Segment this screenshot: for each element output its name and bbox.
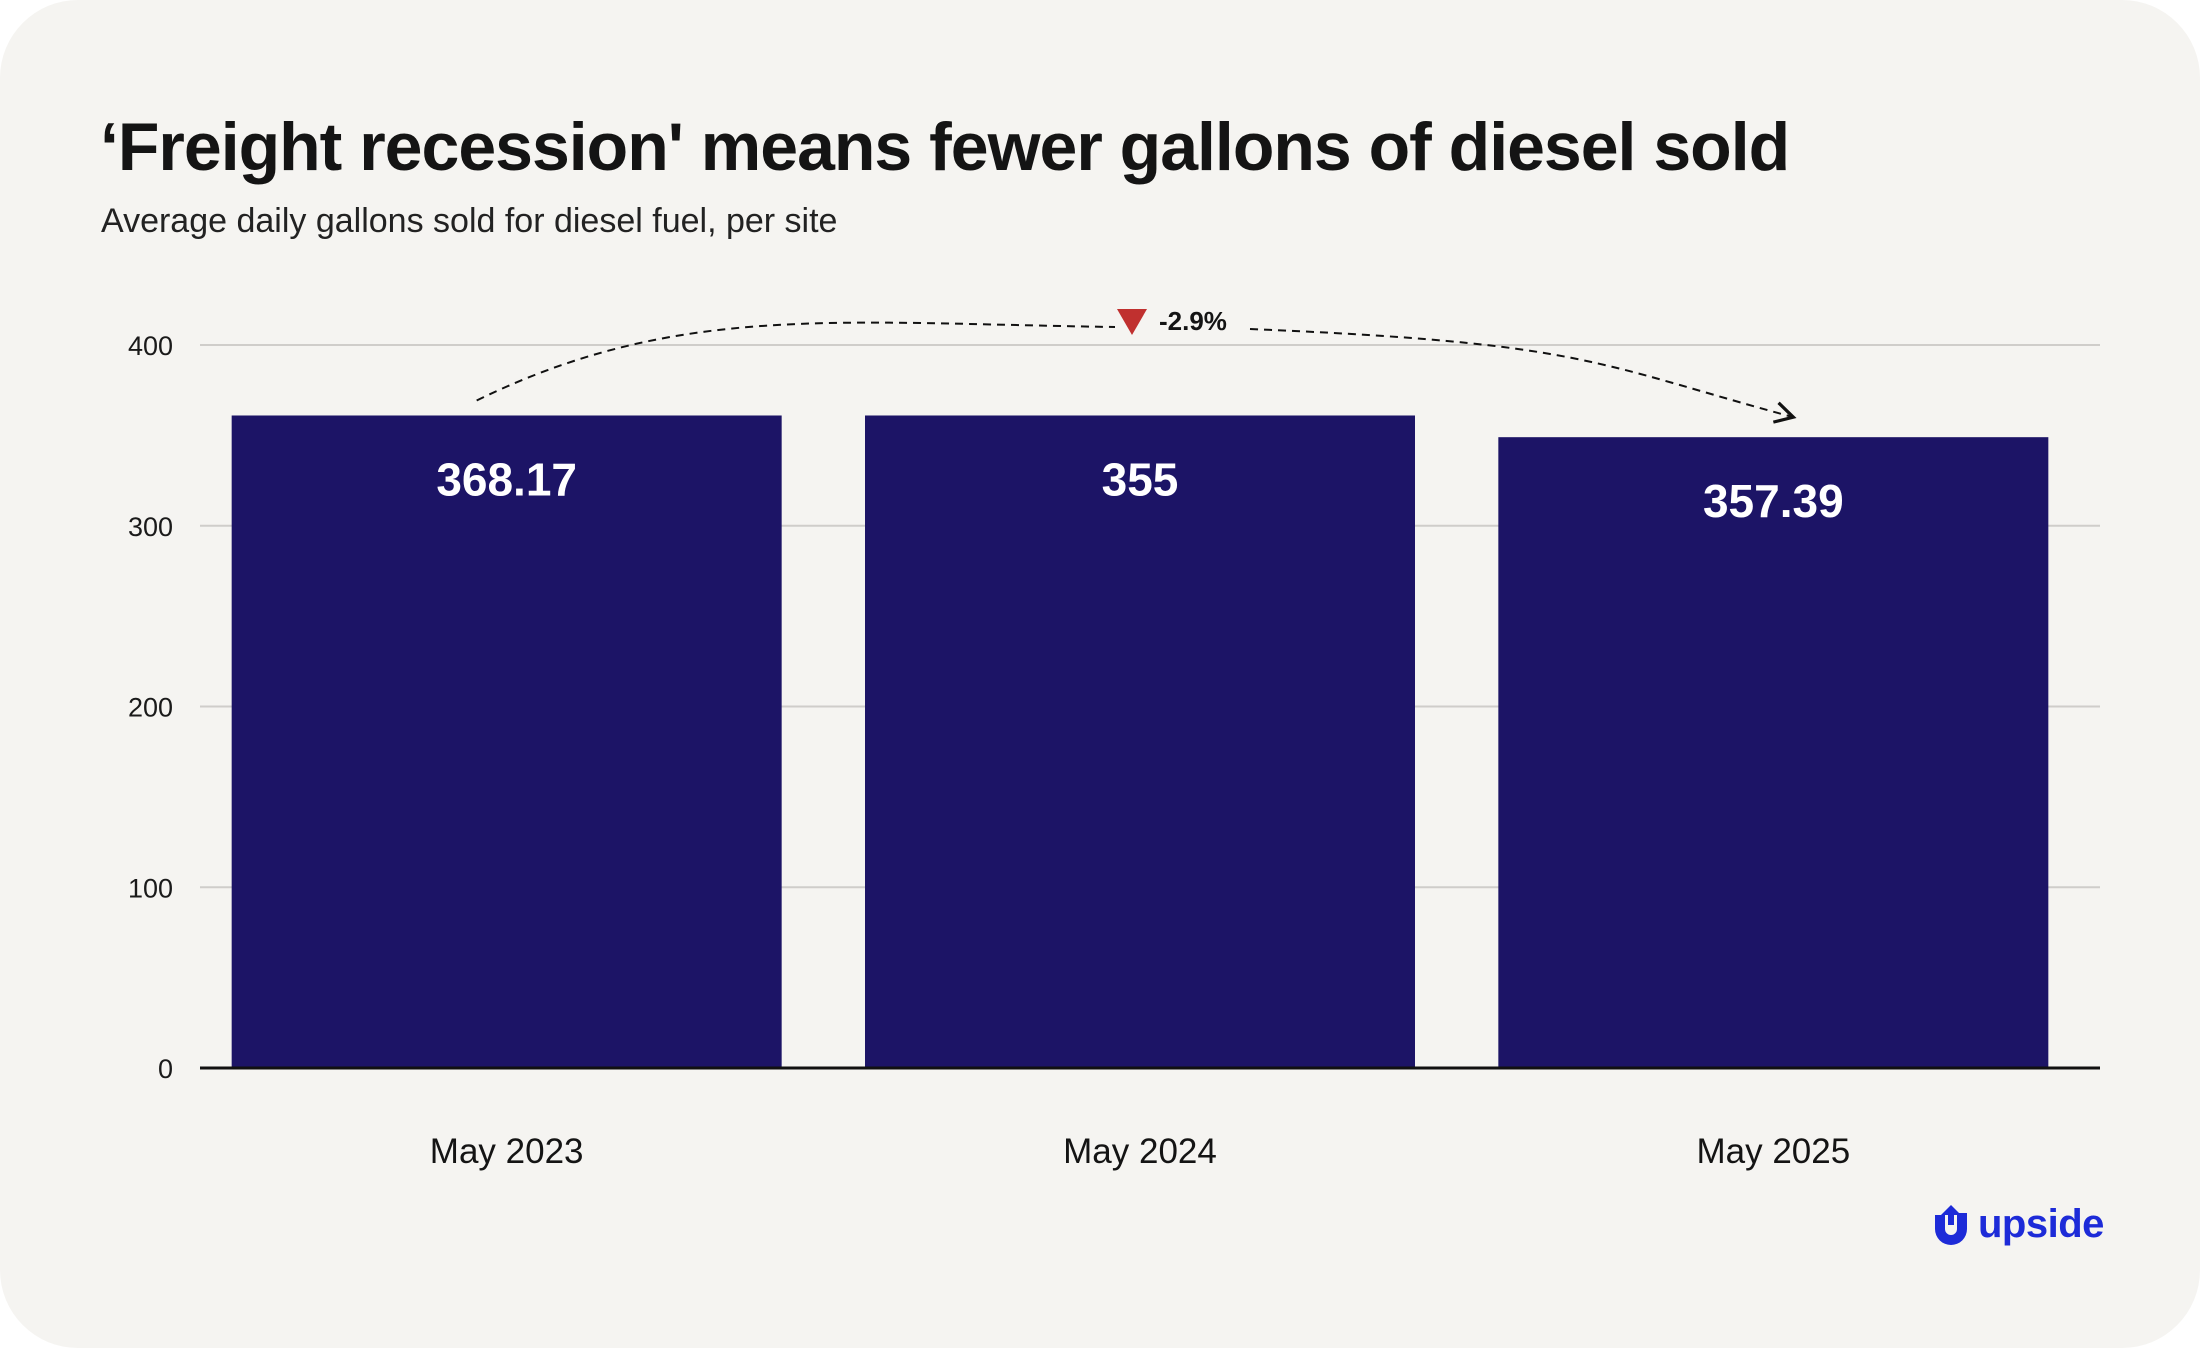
y-tick-label: 400 <box>128 331 173 361</box>
bar <box>1498 437 2049 1068</box>
change-percent-label: -2.9% <box>1159 306 1227 336</box>
bar <box>865 415 1415 1068</box>
change-arrow-path <box>476 321 1116 402</box>
x-category-label: May 2025 <box>1696 1132 1850 1171</box>
change-arrow-path <box>1249 328 1797 424</box>
upside-logo-icon <box>1935 1204 1967 1245</box>
bar <box>231 415 782 1068</box>
bar-value-label: 368.17 <box>436 453 577 505</box>
y-tick-label: 0 <box>158 1054 173 1084</box>
down-triangle-icon <box>1117 309 1147 335</box>
y-tick-label: 200 <box>128 693 173 723</box>
chart-subtitle: Average daily gallons sold for diesel fu… <box>101 202 838 240</box>
change-annotation: -2.9% <box>476 306 1797 424</box>
x-category-label: May 2024 <box>1063 1132 1217 1171</box>
axes: 0 100 200 300 400 May 2023 May 2024 May 2025 <box>128 331 2100 1171</box>
bars: 368.17 355 357.39 <box>231 415 2049 1068</box>
chart-title: ‘Freight recession' means fewer gallons … <box>100 109 1790 185</box>
y-tick-label: 100 <box>128 873 173 903</box>
x-category-label: May 2023 <box>430 1132 584 1171</box>
bar-value-label: 355 <box>1102 453 1179 505</box>
y-tick-label: 300 <box>128 512 173 542</box>
brand-logo: upside <box>1932 1202 2104 1247</box>
brand-name: upside <box>1978 1202 2104 1246</box>
bar-value-label: 357.39 <box>1703 475 1844 527</box>
